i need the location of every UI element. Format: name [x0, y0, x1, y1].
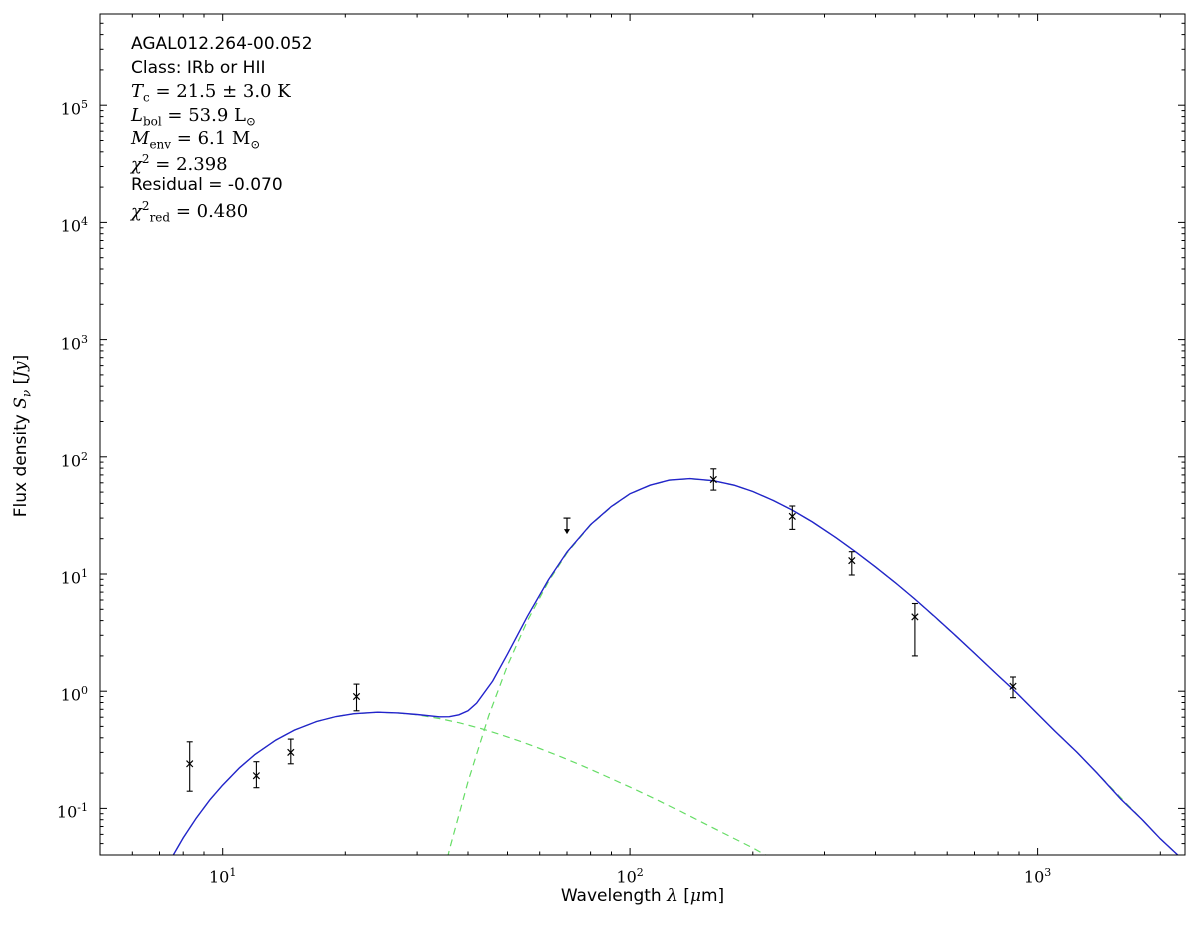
- data-point: [911, 602, 919, 657]
- y-tick-label: 104: [60, 215, 88, 236]
- annotation-line: Tc = 21.5 ± 3.0 K: [131, 81, 291, 105]
- total-model-curve: [172, 477, 1179, 855]
- data-point: [287, 738, 295, 765]
- x-axis-label: Wavelength λ [μm]: [560, 886, 725, 906]
- y-tick-label: 105: [60, 98, 88, 119]
- data-point: [186, 741, 194, 792]
- data-point: [848, 551, 856, 576]
- x-tick-label: 102: [616, 866, 644, 887]
- warm-component-curve: [172, 711, 767, 855]
- annotation-line: χ2red = 0.480: [131, 198, 249, 225]
- cold-component-curve: [447, 478, 1179, 855]
- data-point: [1009, 676, 1017, 699]
- y-axis-label: Flux density Sν [Jy]: [11, 354, 34, 518]
- data-point: [563, 517, 571, 535]
- y-tick-label: 102: [60, 449, 88, 471]
- axes-frame: [99, 13, 1186, 856]
- data-point: [252, 761, 261, 789]
- y-tick-label: 101: [60, 566, 88, 588]
- data-point: [788, 505, 796, 530]
- annotation-line: Residual = -0.070: [131, 175, 283, 195]
- x-tick-label: 103: [1023, 866, 1052, 887]
- annotation-line: Menv = 6.1 M⊙: [131, 128, 261, 152]
- y-tick-label: 10-1: [56, 801, 88, 822]
- annotation-line: χ2 = 2.398: [131, 151, 228, 175]
- data-point: [709, 468, 717, 491]
- y-tick-label: 103: [60, 332, 88, 353]
- x-tick-label: 101: [208, 866, 237, 887]
- fit-parameters-block: AGAL012.264-00.052 Class: IRb or HII Tc = …: [131, 34, 313, 225]
- annotation-line: AGAL012.264-00.052: [131, 34, 313, 54]
- y-tick-label: 100: [60, 684, 88, 705]
- annotation-line: Class: IRb or HII: [131, 57, 266, 78]
- annotation-line: Lbol = 53.9 L⊙: [131, 104, 257, 129]
- upper-limit-arrow-icon: [564, 529, 570, 535]
- data-point: [352, 683, 361, 712]
